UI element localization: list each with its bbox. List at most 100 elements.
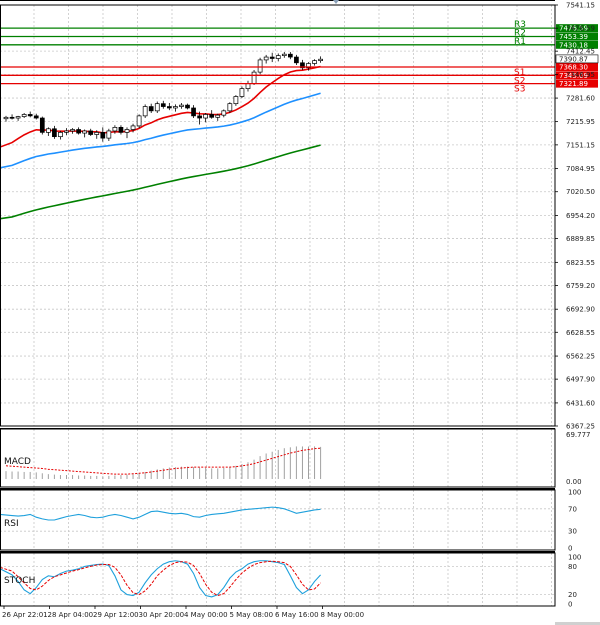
- candle-bear: [300, 62, 305, 69]
- pivot-label-s2: S2: [514, 76, 525, 86]
- candle-bull: [251, 71, 257, 84]
- chart-grid: [0, 4, 555, 606]
- pivot-price-tag-bg: [556, 24, 598, 33]
- ma-medium-line: [0, 92, 321, 169]
- macd-axis-bottom: 0.00: [566, 478, 582, 486]
- stoch-axis-label: 100: [568, 554, 581, 562]
- price-axis-label: 6692.90: [566, 306, 595, 314]
- time-axis-label: 26 Apr 22:01: [2, 611, 48, 619]
- pane-separator: [0, 488, 555, 490]
- candle-bull: [94, 132, 100, 135]
- candle-bear: [191, 107, 196, 117]
- rsi-axis-label: 0: [568, 545, 572, 553]
- price-axis-label: 6823.55: [566, 259, 595, 267]
- candle-bull: [106, 130, 112, 139]
- moving-averages: [0, 65, 321, 220]
- stoch-label: STOCH: [4, 576, 35, 586]
- candle-bull: [281, 53, 287, 56]
- candle-bear: [27, 114, 33, 117]
- candle-bull: [179, 104, 184, 107]
- macd-axis-top: 69.777: [566, 431, 591, 439]
- price-axis-label: 6431.60: [566, 399, 595, 407]
- price-axis-label: 7346.95: [566, 71, 595, 79]
- price-axis-label: 7476.59: [566, 25, 595, 33]
- rsi-axis-label: 70: [568, 505, 577, 513]
- candle-bear: [76, 129, 81, 134]
- time-axis-label: 28 Apr 04:00: [48, 611, 94, 619]
- pivot-price-tag: 7453.39: [559, 33, 588, 41]
- pivot-levels: R3 7476.59 R2 7453.39 R1 7430.18 S1 7368.30 S2 73…: [0, 20, 599, 95]
- price-axis-label: 7084.95: [566, 165, 595, 173]
- stoch-axis-label: 20: [568, 591, 577, 599]
- candle-bull: [142, 106, 148, 117]
- candle-bull: [136, 115, 142, 127]
- candle-bear: [33, 115, 39, 119]
- rsi-pane: 100 70 30 0 RSI: [0, 489, 581, 553]
- price-axis-label: 6497.90: [566, 376, 595, 384]
- pivot-price-tag: 7368.30: [559, 63, 588, 71]
- macd-signal-line: [5, 447, 321, 475]
- ma-fast-line: [0, 65, 321, 148]
- rsi-axis-label: 100: [568, 489, 581, 497]
- price-axis-label: 6628.55: [566, 329, 595, 337]
- time-axis-label: 8 May 00:00: [321, 611, 365, 619]
- pane-separator: [0, 428, 555, 430]
- scroll-corner: [555, 622, 600, 625]
- pivot-price-tag: 7321.89: [559, 80, 588, 88]
- current-price-tag-bg: [555, 54, 599, 64]
- pivot-label-s3: S3: [514, 85, 525, 95]
- candle-bull: [130, 125, 136, 130]
- candle-bear: [52, 128, 57, 138]
- candle-bull: [239, 88, 245, 97]
- candle-bull: [275, 55, 281, 59]
- price-axis-label: 7151.15: [566, 141, 595, 149]
- candle-bear: [9, 116, 15, 119]
- time-axis-label: 5 May 08:00: [230, 611, 274, 619]
- candle-bear: [185, 104, 190, 109]
- candle-bull: [15, 116, 21, 119]
- chart-shift-marker-icon: [333, 0, 339, 4]
- candle-bull: [124, 129, 130, 133]
- candle-bear: [160, 103, 166, 107]
- candle-bull: [70, 129, 75, 132]
- candle-bull: [154, 103, 160, 112]
- pivot-price-tag-bg: [556, 62, 598, 71]
- candle-bull: [318, 58, 323, 61]
- price-axis-label: 7215.95: [566, 118, 595, 126]
- candle-bear: [100, 132, 106, 139]
- candle-bull: [21, 114, 27, 117]
- stoch-axis-label: 0: [568, 601, 572, 609]
- macd-pane: MACD 69.777 0.00: [4, 431, 591, 486]
- candle-bull: [45, 128, 51, 133]
- candle-bear: [148, 106, 154, 112]
- time-axis-label: 6 May 16:00: [275, 611, 319, 619]
- pivot-price-tag: 7345.09: [559, 72, 588, 80]
- candle-bull: [221, 110, 227, 116]
- pivot-label-r2: R2: [514, 28, 526, 38]
- candle-bull: [312, 60, 317, 64]
- pivot-label-r1: R1: [514, 37, 526, 47]
- price-axis: 7541.15 7476.59 7412.45 7346.95 7281.60 7215.…: [555, 2, 595, 431]
- ma-slow-line: [0, 144, 321, 220]
- pivot-price-tag-bg: [556, 71, 598, 80]
- candle-bull: [306, 63, 311, 69]
- pivot-price-tag-bg: [556, 40, 598, 49]
- pane-separator: [0, 551, 555, 553]
- time-axis: 26 Apr 22:01 28 Apr 04:00 29 Apr 12:00 30 A…: [2, 606, 364, 619]
- pane-frame: [0, 552, 556, 607]
- candle-bull: [3, 116, 9, 120]
- pivot-label-s1: S1: [514, 68, 525, 78]
- pivot-price-tag-bg: [556, 32, 598, 41]
- candle-bull: [215, 114, 221, 118]
- time-axis-label: 29 Apr 12:00: [93, 611, 139, 619]
- candle-bull: [263, 56, 269, 61]
- rsi-label: RSI: [4, 519, 19, 529]
- candle-bull: [245, 83, 251, 89]
- pivot-price-tag: 7476.59: [559, 25, 588, 33]
- candle-bear: [118, 126, 124, 133]
- stoch-axis-label: 80: [568, 563, 577, 571]
- candle-bear: [88, 130, 94, 135]
